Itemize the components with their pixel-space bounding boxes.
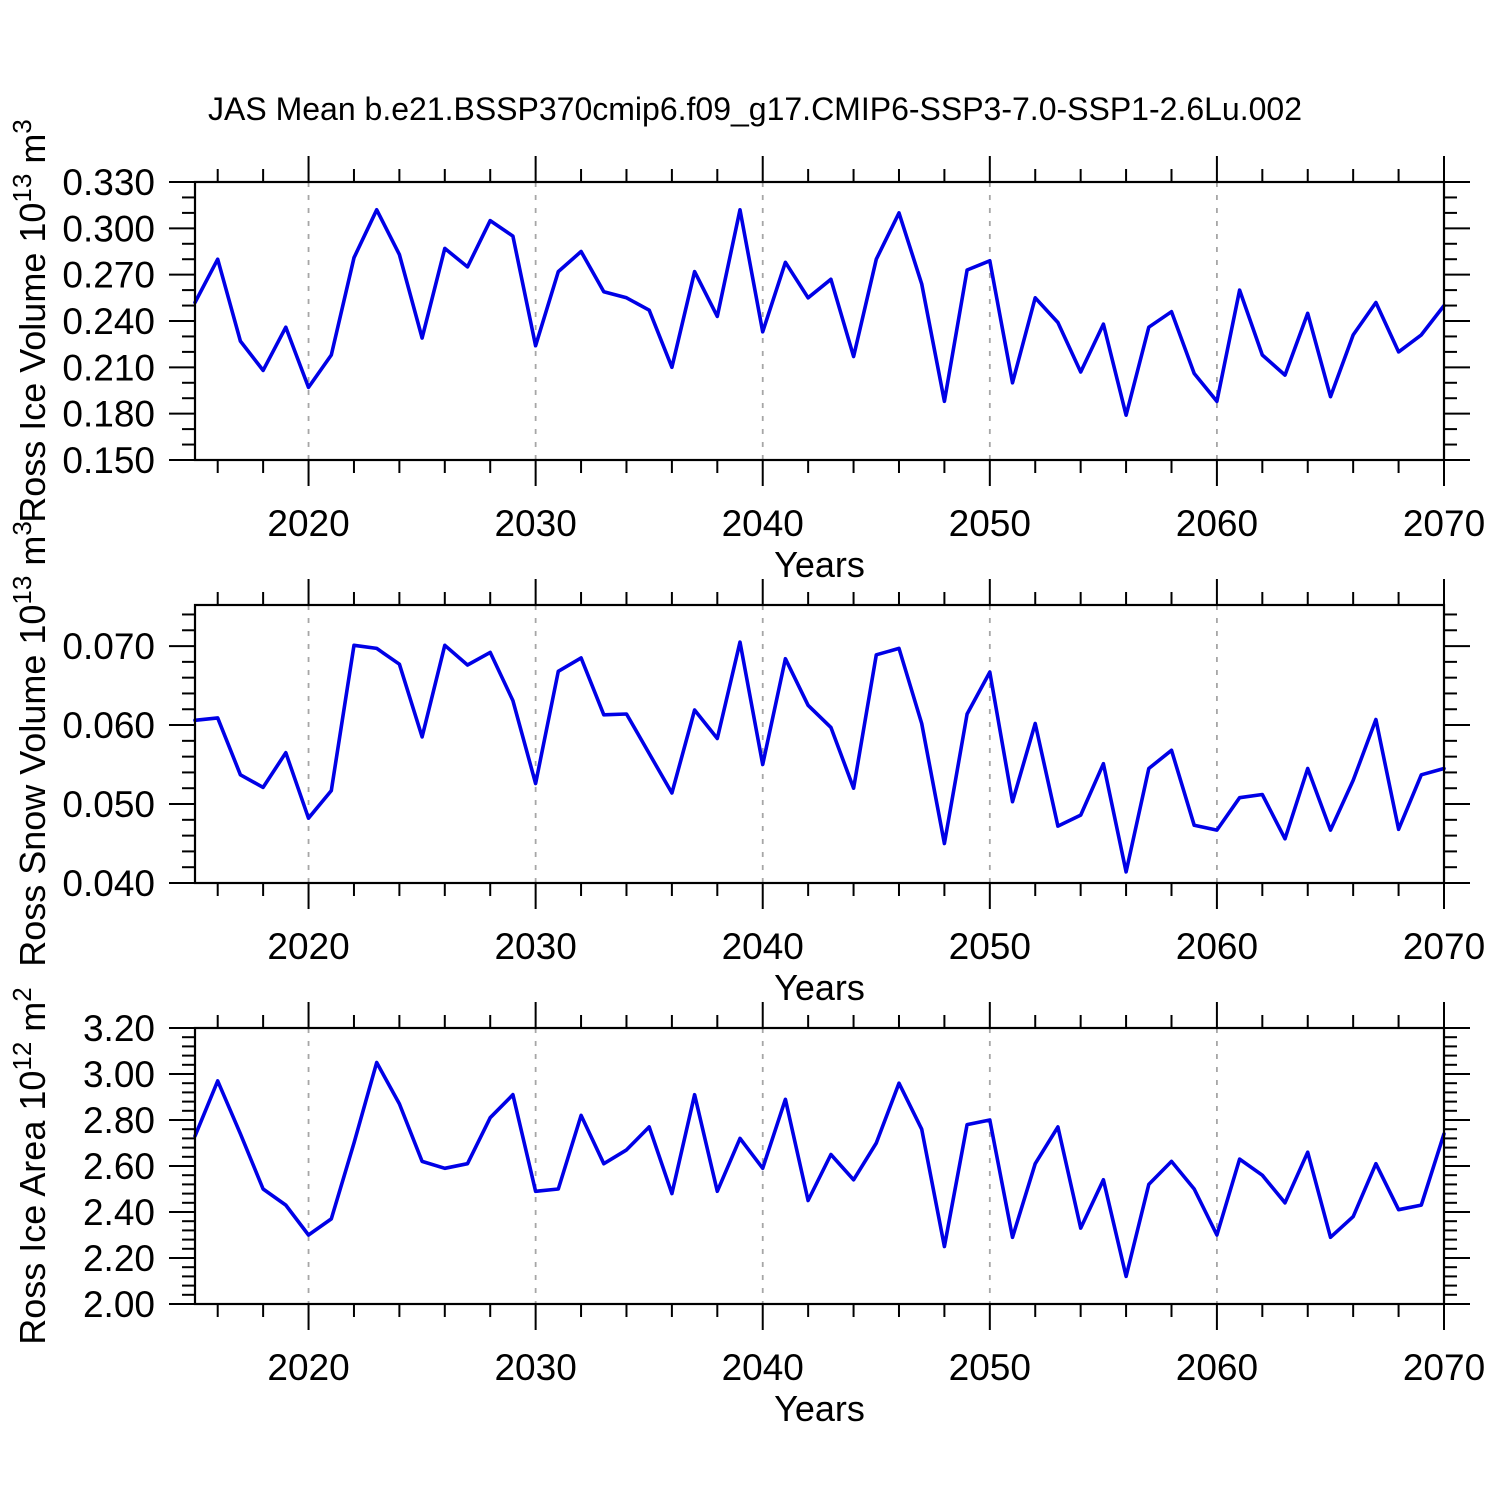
y-tick-label: 0.050 — [62, 784, 155, 825]
y-axis-title: Ross Snow Volume 1013 m3 — [7, 521, 53, 967]
x-tick-label: 2030 — [494, 503, 576, 544]
y-tick-label: 0.060 — [62, 705, 155, 746]
y-axis-title: Ross Ice Volume 1013 m3 — [7, 119, 53, 523]
y-tick-label: 2.60 — [83, 1146, 155, 1187]
y-tick-label: 0.150 — [62, 440, 155, 481]
x-axis-title: Years — [774, 1388, 865, 1429]
y-tick-label: 0.180 — [62, 394, 155, 435]
y-tick-label: 0.270 — [62, 255, 155, 296]
x-tick-label: 2020 — [267, 503, 349, 544]
y-axis-title: Ross Ice Area 1012 m2 — [7, 987, 53, 1345]
data-line-ross-ice-volume — [193, 208, 1446, 418]
x-tick-label: 2040 — [722, 503, 804, 544]
x-tick-label: 2040 — [722, 1347, 804, 1388]
x-tick-label: 2030 — [494, 1347, 576, 1388]
x-axis-title: Years — [774, 967, 865, 1008]
x-tick-label: 2060 — [1176, 1347, 1258, 1388]
x-tick-label: 2050 — [949, 926, 1031, 967]
x-tick-label: 2060 — [1176, 926, 1258, 967]
y-tick-label: 0.070 — [62, 626, 155, 667]
x-axis-title: Years — [774, 544, 865, 585]
x-tick-label: 2050 — [949, 1347, 1031, 1388]
x-tick-label: 2060 — [1176, 503, 1258, 544]
y-tick-label: 2.80 — [83, 1100, 155, 1141]
y-tick-label: 2.00 — [83, 1284, 155, 1325]
panel-ross-ice-volume: 0.150 0.180 0.210 0.240 0.270 0.300 0.330 2020 2… — [7, 119, 1485, 585]
y-tick-label: 0.210 — [62, 347, 155, 388]
y-tick-label: 2.20 — [83, 1238, 155, 1279]
x-tick-label: 2030 — [494, 926, 576, 967]
data-line-ross-snow-volume — [193, 640, 1446, 874]
y-tick-label: 3.00 — [83, 1054, 155, 1095]
data-line-ross-ice-area — [193, 1060, 1446, 1279]
y-tick-label: 0.330 — [62, 162, 155, 203]
y-tick-label: 0.240 — [62, 301, 155, 342]
y-tick-label: 3.20 — [83, 1008, 155, 1049]
x-tick-label: 2040 — [722, 926, 804, 967]
y-tick-label: 2.40 — [83, 1192, 155, 1233]
panel-ross-snow-volume: 0.040 0.050 0.060 0.070 2020 2030 2040 2050 2060… — [7, 521, 1485, 1008]
y-tick-label: 0.300 — [62, 208, 155, 249]
chart-title: JAS Mean b.e21.BSSP370cmip6.f09_g17.CMIP… — [208, 91, 1302, 127]
x-tick-label: 2020 — [267, 1347, 349, 1388]
x-tick-label: 2070 — [1403, 503, 1485, 544]
x-tick-label: 2070 — [1403, 926, 1485, 967]
x-tick-label: 2050 — [949, 503, 1031, 544]
panel-ross-ice-area: 2.00 2.20 2.40 2.60 2.80 3.00 3.20 2020 2030 2040… — [7, 987, 1485, 1429]
x-tick-label: 2070 — [1403, 1347, 1485, 1388]
plot-frame — [193, 603, 1446, 885]
x-tick-label: 2020 — [267, 926, 349, 967]
y-tick-label: 0.040 — [62, 863, 155, 904]
